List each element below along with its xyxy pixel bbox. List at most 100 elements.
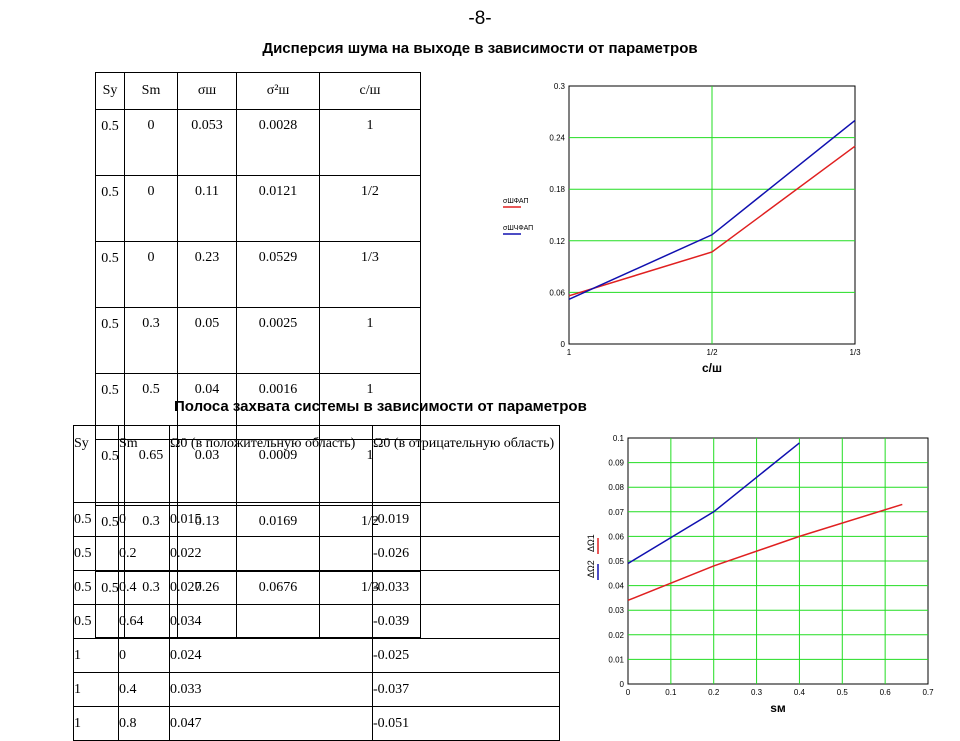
y-tick-label: 0.07 xyxy=(608,508,624,517)
table-cell: 0.05 xyxy=(177,307,237,374)
table-cell: -0.026 xyxy=(372,536,560,571)
col-header-sm: Sm xyxy=(124,72,178,110)
y-tick-label: 0.3 xyxy=(554,82,566,91)
table-cell: 0.5 xyxy=(95,307,125,374)
band-table: Sy Sm Ω0 (в положительную область) Ω0 (в… xyxy=(73,425,560,741)
y-tick-label: 0.02 xyxy=(608,631,624,640)
page-number: -8- xyxy=(468,8,492,29)
legend-label: ΔΩ2 xyxy=(586,560,596,578)
table-cell: 0.053 xyxy=(177,109,237,176)
table-cell: -0.037 xyxy=(372,672,560,707)
table-cell: 0.0529 xyxy=(236,241,320,308)
col-header-omega-negative: Ω0 (в отрицательную область) xyxy=(372,425,560,503)
y-tick-label: 0.01 xyxy=(608,655,624,664)
col-header-sm: Sm xyxy=(118,425,170,503)
table-cell: 0.5 xyxy=(73,604,119,639)
table-cell: 0.047 xyxy=(169,706,373,741)
table-header-row: Sy Sm σш σ²ш с/ш xyxy=(95,72,421,110)
table-cell: 0.0025 xyxy=(236,307,320,374)
table-row: 0.5 0.4 0.027 -0.033 xyxy=(73,570,560,605)
y-tick-label: 0.05 xyxy=(608,557,624,566)
table-cell: 0.024 xyxy=(169,638,373,673)
table-row: 1 0.8 0.047 -0.051 xyxy=(73,706,560,741)
table-cell: 0.034 xyxy=(169,604,373,639)
y-tick-label: 0.03 xyxy=(608,606,624,615)
table-cell: -0.051 xyxy=(372,706,560,741)
y-tick-label: 0.06 xyxy=(549,288,565,297)
x-tick-label: 0.1 xyxy=(665,688,677,697)
noise-chart: 1 1/2 1/3 0 0.06 0.12 0.18 0.24 0.3 σШФАП σШЧФАП с/… xyxy=(503,82,861,375)
series-line-0 xyxy=(627,503,903,602)
y-tick-label: 0.12 xyxy=(549,237,565,246)
x-tick-label: 1/2 xyxy=(706,348,718,357)
table-cell: 0.5 xyxy=(95,109,125,176)
table-cell: 0.23 xyxy=(177,241,237,308)
table-cell: 0.2 xyxy=(118,536,170,571)
table-cell: 1 xyxy=(319,109,421,176)
table-cell: 0.4 xyxy=(118,672,170,707)
x-tick-label: 1 xyxy=(567,348,572,357)
y-tick-label: 0.04 xyxy=(608,582,624,591)
table-cell: 0.5 xyxy=(73,570,119,605)
x-tick-label: 1/3 xyxy=(849,348,861,357)
table-cell: 0.0028 xyxy=(236,109,320,176)
table-cell: 0.027 xyxy=(169,570,373,605)
table-cell: 0.11 xyxy=(177,175,237,242)
series-line-1 xyxy=(568,119,856,300)
table-cell: 0.5 xyxy=(73,502,119,537)
table-cell: 1 xyxy=(73,672,119,707)
table-row: 0.5 0 0.015 -0.019 xyxy=(73,502,560,537)
table-cell: 0.5 xyxy=(95,241,125,308)
table-cell: 0.022 xyxy=(169,536,373,571)
table-row: 0.5 0 0.053 0.0028 1 xyxy=(95,109,421,176)
col-header-omega-positive: Ω0 (в положительную область) xyxy=(169,425,373,503)
col-header-sy: Sy xyxy=(73,425,119,503)
table-cell: 0 xyxy=(118,638,170,673)
table-cell: 0.015 xyxy=(169,502,373,537)
table-cell: 0.4 xyxy=(118,570,170,605)
table-cell: 1/3 xyxy=(319,241,421,308)
table-row: 0.5 0 0.23 0.0529 1/3 xyxy=(95,241,421,308)
x-axis-label: sм xyxy=(770,701,786,715)
table-cell: 0.5 xyxy=(73,536,119,571)
table-cell: 0 xyxy=(124,175,178,242)
y-tick-label: 0.1 xyxy=(613,434,625,443)
series-line-0 xyxy=(568,145,856,297)
x-tick-label: 0.4 xyxy=(794,688,806,697)
x-tick-label: 0.7 xyxy=(922,688,934,697)
section-title-noise: Дисперсия шума на выходе в зависимости о… xyxy=(262,40,698,57)
section-title-band: Полоса захвата системы в зависимости от … xyxy=(174,398,587,415)
table-cell: 0.5 xyxy=(95,373,125,440)
table-cell: 1 xyxy=(73,638,119,673)
table-cell: 0 xyxy=(118,502,170,537)
legend-label: σШЧФАП xyxy=(503,225,533,232)
y-tick-label: 0.24 xyxy=(549,134,565,143)
x-tick-label: 0.6 xyxy=(880,688,892,697)
table-row: 1 0.4 0.033 -0.037 xyxy=(73,672,560,707)
x-tick-label: 0.3 xyxy=(751,688,763,697)
table-row: 0.5 0.2 0.022 -0.026 xyxy=(73,536,560,571)
band-chart: 0 0.1 0.2 0.3 0.4 0.5 0.6 0.7 0 0.01 0.02 0.03 0.04 0… xyxy=(586,434,934,715)
col-header-snr: с/ш xyxy=(319,72,421,110)
y-tick-label: 0 xyxy=(561,340,566,349)
y-tick-label: 0.09 xyxy=(608,459,624,468)
table-cell: 0.8 xyxy=(118,706,170,741)
series-line-1 xyxy=(627,442,800,565)
x-tick-label: 0.5 xyxy=(837,688,849,697)
legend-label: σШФАП xyxy=(503,198,529,205)
table-cell: 1/2 xyxy=(319,175,421,242)
x-tick-label: 0.2 xyxy=(708,688,720,697)
table-cell: 0.3 xyxy=(124,307,178,374)
table-cell: 1 xyxy=(319,307,421,374)
table-cell: 0.5 xyxy=(95,175,125,242)
col-header-sy: Sy xyxy=(95,72,125,110)
y-tick-label: 0 xyxy=(620,680,625,689)
table-row: 1 0 0.024 -0.025 xyxy=(73,638,560,673)
table-cell: 0.64 xyxy=(118,604,170,639)
table-row: 0.5 0 0.11 0.0121 1/2 xyxy=(95,175,421,242)
table-cell: 0.0121 xyxy=(236,175,320,242)
legend-label: ΔΩ1 xyxy=(586,534,596,552)
y-tick-label: 0.08 xyxy=(608,483,624,492)
table-cell: 0 xyxy=(124,109,178,176)
table-row: 0.5 0.64 0.034 -0.039 xyxy=(73,604,560,639)
